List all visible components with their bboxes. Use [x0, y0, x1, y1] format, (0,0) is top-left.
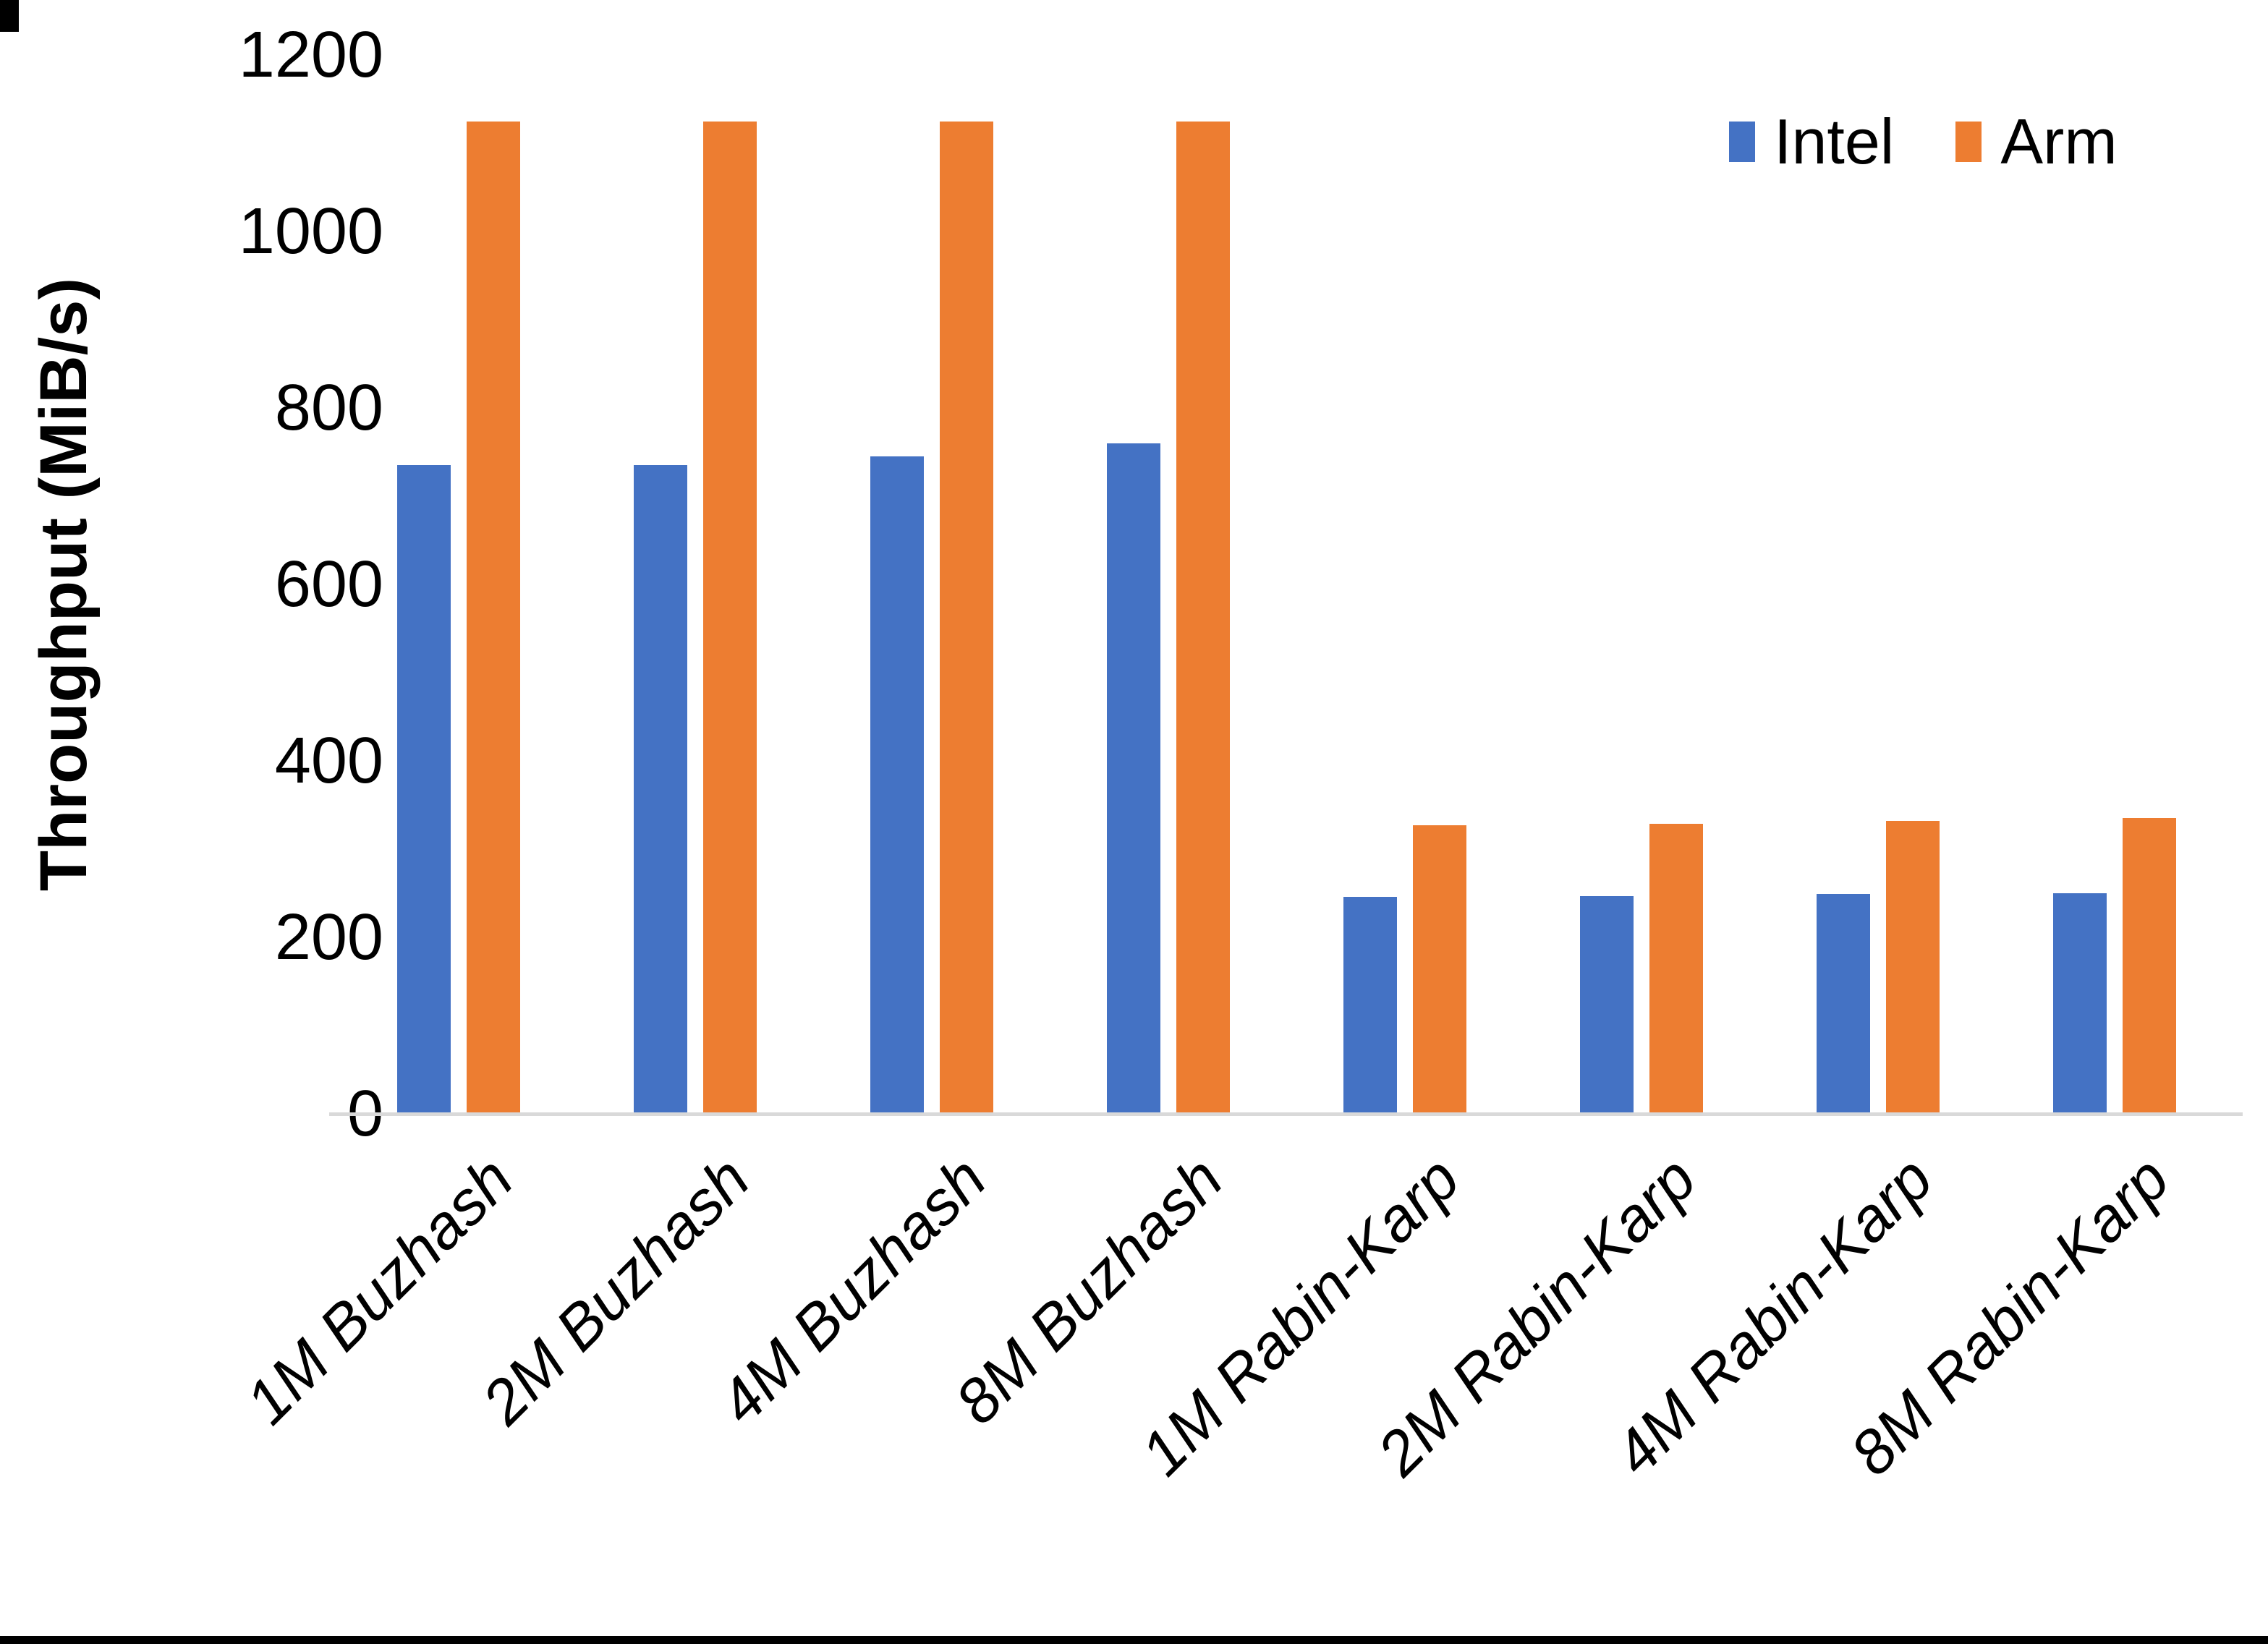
bar-intel-2m-rabin-karp — [1579, 895, 1634, 1114]
y-tick-label-1000: 1000 — [238, 195, 383, 268]
bar-intel-8m-rabin-karp — [2052, 893, 2107, 1114]
bar-group-4m-buzhash — [813, 55, 1050, 1114]
x-axis-line — [329, 1112, 2243, 1116]
y-tick-label-600: 600 — [274, 548, 383, 621]
bar-group-8m-buzhash — [1050, 55, 1286, 1114]
bar-group-4m-rabin-karp — [1759, 55, 1996, 1114]
bar-group-2m-buzhash — [577, 55, 813, 1114]
legend-item-intel: Intel — [1729, 110, 1894, 174]
y-axis-title: Throughput (MiB/s) — [27, 277, 101, 892]
y-tick-label-400: 400 — [274, 725, 383, 797]
bar-arm-2m-rabin-karp — [1649, 823, 1703, 1114]
bar-arm-8m-rabin-karp — [2122, 818, 2176, 1114]
top-left-border-artifact — [0, 0, 19, 32]
bar-group-1m-rabin-karp — [1286, 55, 1523, 1114]
bar-arm-4m-rabin-karp — [1885, 820, 1940, 1114]
bar-intel-4m-buzhash — [870, 456, 924, 1114]
bar-group-2m-rabin-karp — [1523, 55, 1759, 1114]
bar-intel-8m-buzhash — [1106, 443, 1160, 1114]
bar-arm-1m-buzhash — [466, 121, 520, 1114]
legend: Intel Arm — [1729, 110, 2118, 174]
legend-label-arm: Arm — [2000, 106, 2118, 177]
legend-item-arm: Arm — [1955, 106, 2118, 177]
bar-intel-1m-buzhash — [396, 465, 451, 1114]
bar-intel-4m-rabin-karp — [1816, 894, 1870, 1114]
bar-intel-1m-rabin-karp — [1343, 896, 1397, 1114]
legend-marker-arm-icon — [1955, 122, 1982, 162]
bar-arm-1m-rabin-karp — [1412, 825, 1466, 1114]
plot-area — [340, 55, 2233, 1114]
legend-marker-intel-icon — [1729, 122, 1755, 162]
y-tick-label-800: 800 — [274, 372, 383, 444]
bar-arm-2m-buzhash — [702, 121, 757, 1114]
bar-intel-2m-buzhash — [633, 465, 687, 1114]
y-tick-label-200: 200 — [274, 901, 383, 974]
y-tick-label-1200: 1200 — [238, 19, 383, 91]
bar-arm-8m-buzhash — [1176, 121, 1230, 1114]
bar-group-8m-rabin-karp — [1996, 55, 2233, 1114]
legend-label-intel: Intel — [1774, 106, 1895, 177]
bar-arm-4m-buzhash — [939, 121, 993, 1114]
bottom-border-bar — [0, 1636, 2268, 1644]
bar-group-1m-buzhash — [340, 55, 577, 1114]
